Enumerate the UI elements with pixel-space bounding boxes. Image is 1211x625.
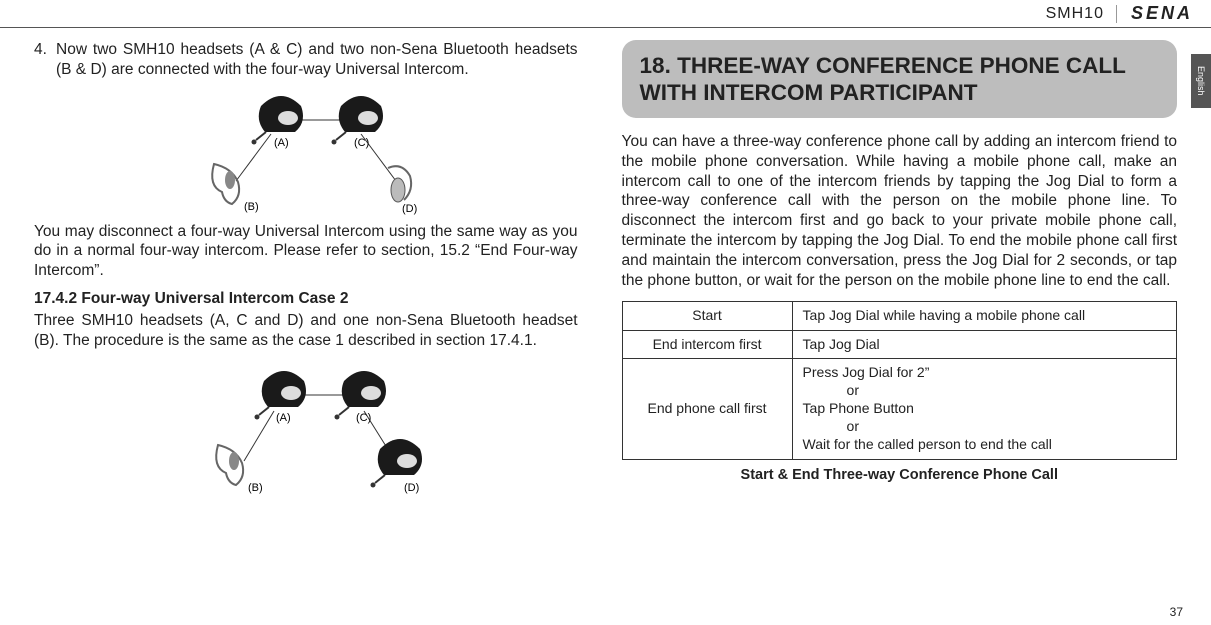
section-18-body: You can have a three-way conference phon… bbox=[622, 132, 1177, 291]
node-b2-earpiece-icon bbox=[216, 445, 243, 485]
node-d2-helmet-icon bbox=[370, 439, 422, 488]
cell-start-val: Tap Jog Dial while having a mobile phone… bbox=[792, 301, 1176, 330]
table-caption: Start & End Three-way Conference Phone C… bbox=[622, 466, 1177, 485]
table-row: End phone call first Press Jog Dial for … bbox=[622, 359, 1176, 460]
actions-table: Start Tap Jog Dial while having a mobile… bbox=[622, 301, 1177, 460]
label-c2: (C) bbox=[356, 412, 371, 424]
page-number: 37 bbox=[1170, 605, 1183, 619]
table-row: End intercom first Tap Jog Dial bbox=[622, 330, 1176, 359]
cell-endintercom-key: End intercom first bbox=[622, 330, 792, 359]
label-b: (B) bbox=[244, 201, 259, 213]
model-label: SMH10 bbox=[1046, 5, 1117, 23]
brand-logo: SENA bbox=[1131, 3, 1193, 24]
label-a2: (A) bbox=[276, 412, 291, 424]
step-4-text: Now two SMH10 headsets (A & C) and two n… bbox=[56, 40, 578, 80]
subheading-17-4-2: 17.4.2 Four-way Universal Intercom Case … bbox=[34, 289, 578, 309]
page-body: 4. Now two SMH10 headsets (A & C) and tw… bbox=[0, 28, 1211, 509]
label-d: (D) bbox=[402, 203, 417, 215]
diagram-2-svg: (A) (C) (B) bbox=[166, 359, 446, 499]
left-column: 4. Now two SMH10 headsets (A & C) and tw… bbox=[34, 40, 578, 505]
label-d2: (D) bbox=[404, 482, 419, 494]
language-tab: English bbox=[1191, 54, 1211, 108]
diagram-1-svg: (A) (C) (B) bbox=[166, 86, 446, 216]
right-column: 18. THREE-WAY CONFERENCE PHONE CALL WITH… bbox=[622, 40, 1177, 505]
step-4-number: 4. bbox=[34, 40, 56, 80]
table-row: Start Tap Jog Dial while having a mobile… bbox=[622, 301, 1176, 330]
r3-line1: Press Jog Dial for 2” bbox=[803, 364, 930, 380]
r3-or1: or bbox=[803, 382, 1166, 400]
header-bar: SMH10 SENA bbox=[0, 0, 1211, 28]
node-b-earpiece-icon bbox=[212, 164, 239, 204]
r3-or2: or bbox=[803, 418, 1166, 436]
disconnect-paragraph: You may disconnect a four-way Universal … bbox=[34, 222, 578, 281]
diagram-1: (A) (C) (B) bbox=[34, 86, 578, 216]
cell-endintercom-val: Tap Jog Dial bbox=[792, 330, 1176, 359]
cell-start-key: Start bbox=[622, 301, 792, 330]
step-4: 4. Now two SMH10 headsets (A & C) and tw… bbox=[34, 40, 578, 80]
label-b2: (B) bbox=[248, 482, 263, 494]
label-c: (C) bbox=[354, 137, 369, 149]
section-18-banner: 18. THREE-WAY CONFERENCE PHONE CALL WITH… bbox=[622, 40, 1177, 118]
cell-endphone-val: Press Jog Dial for 2” or Tap Phone Butto… bbox=[792, 359, 1176, 460]
r3-line3: Wait for the called person to end the ca… bbox=[803, 436, 1052, 452]
node-d-earhook-icon bbox=[388, 166, 411, 202]
case2-paragraph: Three SMH10 headsets (A, C and D) and on… bbox=[34, 311, 578, 351]
cell-endphone-key: End phone call first bbox=[622, 359, 792, 460]
r3-line2: Tap Phone Button bbox=[803, 400, 914, 416]
diagram-2: (A) (C) (B) bbox=[34, 359, 578, 499]
label-a: (A) bbox=[274, 137, 289, 149]
